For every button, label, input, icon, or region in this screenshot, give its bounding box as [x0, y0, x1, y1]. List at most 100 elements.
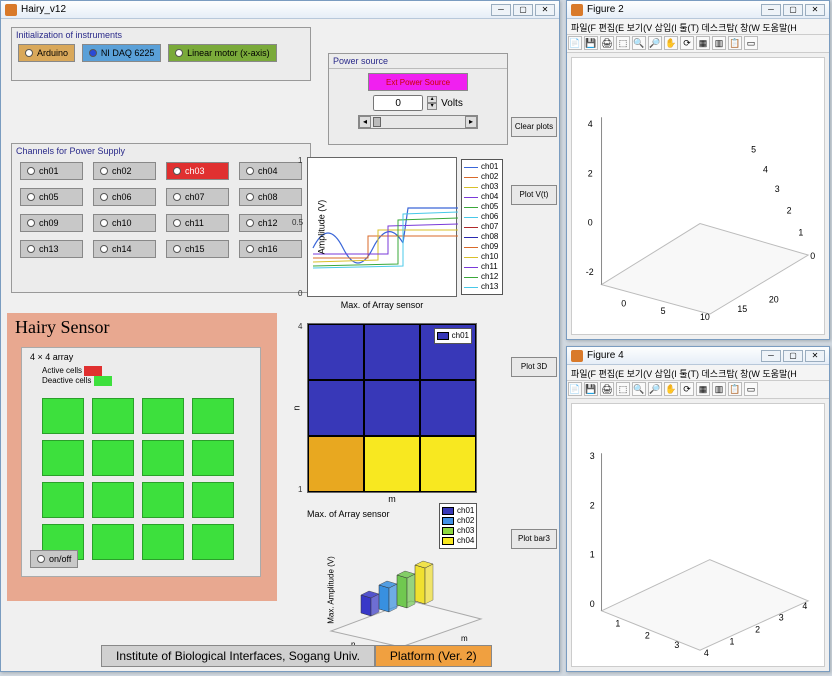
hairy-title: Hairy Sensor	[7, 313, 277, 342]
footer-right: Platform (Ver. 2)	[375, 645, 492, 667]
array-cell-14[interactable]	[142, 524, 184, 560]
fig2-toolbar[interactable]: 📄💾🖨⬚🔍🔎✋⟳▦▥📋▭	[567, 35, 829, 53]
channel-ch01[interactable]: ch01	[20, 162, 83, 180]
channel-ch14[interactable]: ch14	[93, 240, 156, 258]
main-titlebar: Hairy_v12 ─ ▢ ✕	[1, 1, 559, 19]
array-cell-11[interactable]	[192, 482, 234, 518]
fig2-min[interactable]: ─	[761, 4, 781, 16]
ext-power-button[interactable]: Ext Power Source	[368, 73, 468, 91]
maximize-button[interactable]: ▢	[513, 4, 533, 16]
array-cell-3[interactable]	[192, 398, 234, 434]
window-title: Hairy_v12	[21, 4, 66, 15]
fig4-title: Figure 4	[587, 350, 624, 361]
array-cell-1[interactable]	[92, 398, 134, 434]
chart-heatmap: n m ch01 1 4	[307, 323, 477, 493]
array-cell-10[interactable]	[142, 482, 184, 518]
plot-vt-button[interactable]: Plot V(t)	[511, 185, 557, 205]
fig4-toolbar[interactable]: 📄💾🖨⬚🔍🔎✋⟳▦▥📋▭	[567, 381, 829, 399]
volts-up[interactable]: ▴	[427, 96, 437, 103]
radio-linear-motor[interactable]: Linear motor (x-axis)	[168, 44, 277, 62]
channel-ch13[interactable]: ch13	[20, 240, 83, 258]
svg-text:2: 2	[645, 630, 650, 640]
main-window: Hairy_v12 ─ ▢ ✕ Initialization of instru…	[0, 0, 560, 672]
fig4-min[interactable]: ─	[761, 350, 781, 362]
array-cell-9[interactable]	[92, 482, 134, 518]
channel-ch09[interactable]: ch09	[20, 214, 83, 232]
volts-slider[interactable]: ◂ ▸	[358, 115, 478, 129]
array-cell-2[interactable]	[142, 398, 184, 434]
svg-text:3: 3	[779, 613, 784, 623]
svg-text:10: 10	[700, 312, 710, 322]
channel-ch07[interactable]: ch07	[166, 188, 229, 206]
array-cell-6[interactable]	[142, 440, 184, 476]
channel-ch05[interactable]: ch05	[20, 188, 83, 206]
fig4-close[interactable]: ✕	[805, 350, 825, 362]
svg-text:0: 0	[621, 298, 626, 308]
channel-ch04[interactable]: ch04	[239, 162, 302, 180]
array-cell-5[interactable]	[92, 440, 134, 476]
svg-text:0: 0	[588, 218, 593, 228]
svg-text:5: 5	[751, 145, 756, 155]
array-cell-13[interactable]	[92, 524, 134, 560]
svg-text:3: 3	[590, 451, 595, 461]
svg-text:5: 5	[661, 306, 666, 316]
array-cell-8[interactable]	[42, 482, 84, 518]
radio-arduino[interactable]: Arduino	[18, 44, 75, 62]
fig4-max[interactable]: ▢	[783, 350, 803, 362]
deactive-swatch	[94, 376, 112, 386]
channel-ch10[interactable]: ch10	[93, 214, 156, 232]
array-cell-0[interactable]	[42, 398, 84, 434]
slider-thumb[interactable]	[373, 117, 381, 127]
svg-text:2: 2	[590, 500, 595, 510]
channel-ch06[interactable]: ch06	[93, 188, 156, 206]
radio-nidaq[interactable]: NI DAQ 6225	[82, 44, 162, 62]
onoff-toggle[interactable]: on/off	[30, 550, 78, 568]
svg-text:3: 3	[775, 184, 780, 194]
svg-text:1: 1	[590, 550, 595, 560]
volts-input[interactable]	[373, 95, 423, 111]
svg-text:0: 0	[810, 251, 815, 261]
chart-bar3: Max. Amplitude (V) n m	[301, 531, 491, 649]
svg-text:4: 4	[763, 164, 768, 174]
channel-ch03[interactable]: ch03	[166, 162, 229, 180]
channel-ch16[interactable]: ch16	[239, 240, 302, 258]
fig2-max[interactable]: ▢	[783, 4, 803, 16]
chart-vt: Amplitude (V) Max. of Array sensor 0 0.5…	[307, 157, 457, 297]
volts-down[interactable]: ▾	[427, 103, 437, 110]
init-panel: Initialization of instruments Arduino NI…	[11, 27, 311, 81]
fig2-title: Figure 2	[587, 4, 624, 15]
power-source-panel: Power source Ext Power Source ▴▾ Volts ◂…	[328, 53, 508, 145]
channel-ch02[interactable]: ch02	[93, 162, 156, 180]
fig2-menubar[interactable]: 파일(F 편집(E 보기(V 삽입(I 툴(T) 데스크탑( 창(W 도움말(H	[567, 19, 829, 35]
plot-3d-button[interactable]: Plot 3D	[511, 357, 557, 377]
channel-ch08[interactable]: ch08	[239, 188, 302, 206]
channel-ch11[interactable]: ch11	[166, 214, 229, 232]
channel-ch15[interactable]: ch15	[166, 240, 229, 258]
svg-text:2: 2	[787, 206, 792, 216]
footer: Institute of Biological Interfaces, Soga…	[101, 645, 492, 667]
fig4-icon	[571, 350, 583, 362]
clear-plots-button[interactable]: Clear plots	[511, 117, 557, 137]
vt-plot-svg	[308, 158, 458, 298]
active-swatch	[84, 366, 102, 376]
svg-text:15: 15	[737, 304, 747, 314]
svg-text:2: 2	[755, 624, 760, 634]
fig4-menubar[interactable]: 파일(F 편집(E 보기(V 삽입(I 툴(T) 데스크탑( 창(W 도움말(H	[567, 365, 829, 381]
svg-text:1: 1	[615, 619, 620, 629]
slider-right[interactable]: ▸	[465, 116, 477, 128]
init-panel-title: Initialization of instruments	[12, 28, 310, 42]
slider-left[interactable]: ◂	[359, 116, 371, 128]
array-cell-4[interactable]	[42, 440, 84, 476]
svg-text:3: 3	[674, 640, 679, 650]
array-cell-7[interactable]	[192, 440, 234, 476]
figure4-window: Figure 4 ─▢✕ 파일(F 편집(E 보기(V 삽입(I 툴(T) 데스…	[566, 346, 830, 672]
svg-text:2: 2	[588, 168, 593, 178]
plot-bar3-button[interactable]: Plot bar3	[511, 529, 557, 549]
volts-unit: Volts	[441, 98, 463, 109]
close-button[interactable]: ✕	[535, 4, 555, 16]
hairy-panel: Hairy Sensor 4 × 4 array Active cells De…	[7, 313, 277, 601]
fig2-close[interactable]: ✕	[805, 4, 825, 16]
minimize-button[interactable]: ─	[491, 4, 511, 16]
svg-text:4: 4	[802, 601, 807, 611]
array-cell-15[interactable]	[192, 524, 234, 560]
